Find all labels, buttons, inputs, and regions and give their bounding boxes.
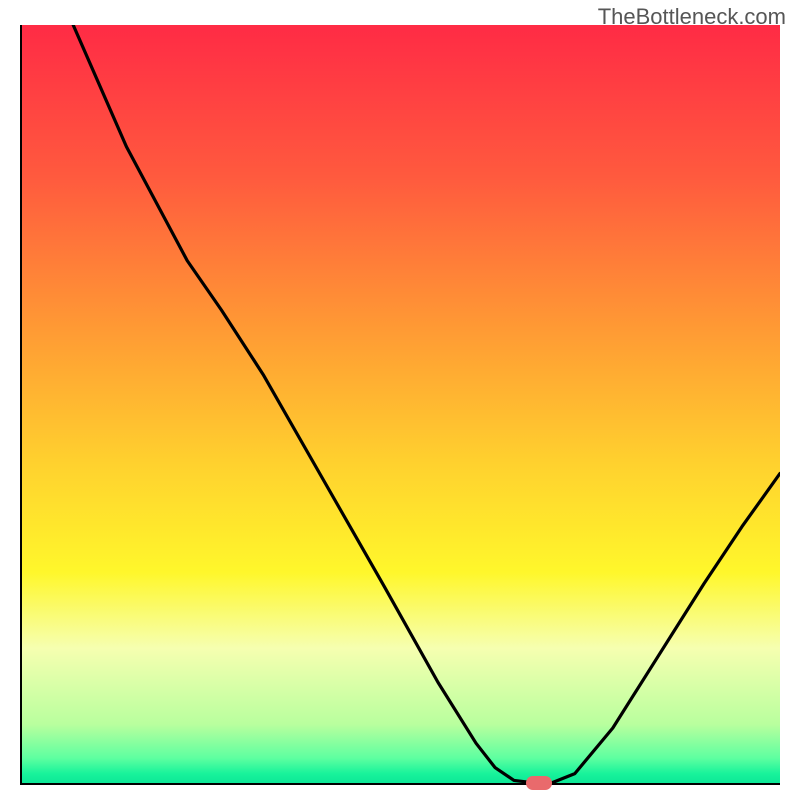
bottleneck-chart: TheBottleneck.com <box>0 0 800 800</box>
gradient-background <box>20 25 780 785</box>
optimum-marker <box>526 776 552 790</box>
watermark-label: TheBottleneck.com <box>598 4 786 30</box>
